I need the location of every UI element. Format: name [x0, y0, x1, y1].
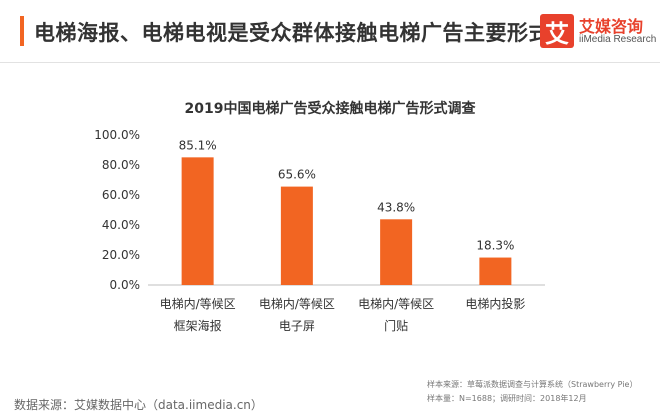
logo-subtitle: iiMedia Research [579, 34, 657, 45]
logo-name: 艾媒咨询 [579, 17, 644, 36]
sample-source: 样本来源：草莓派数据调查与计算系统（Strawberry Pie） [427, 380, 638, 389]
y-tick-label: 0.0% [110, 278, 141, 292]
bar [280, 186, 313, 285]
logo-mark-icon: 艾 [540, 14, 574, 48]
x-category-label: 电梯内/等候区 [358, 297, 434, 311]
y-tick-label: 20.0% [102, 248, 140, 262]
sample-size: 样本量：N=1688；调研时间：2018年12月 [427, 394, 587, 403]
data-source: 数据来源：艾媒数据中心（data.iimedia.cn） [14, 398, 263, 412]
x-category-label: 电子屏 [279, 319, 315, 333]
header: 电梯海报、电梯电视是受众群体接触电梯广告主要形式 艾 艾媒咨询 iiMedia … [0, 0, 660, 66]
bar [181, 157, 214, 285]
y-tick-label: 40.0% [102, 218, 140, 232]
sample-info: 样本来源：草莓派数据调查与计算系统（Strawberry Pie） 样本量：N=… [427, 378, 637, 406]
headline-accent-bar [20, 16, 24, 46]
header-divider [0, 62, 660, 63]
chart-title: 2019中国电梯广告受众接触电梯广告形式调查 [184, 101, 476, 117]
bar-value-label: 18.3% [476, 239, 514, 253]
x-category-label: 电梯内/等候区 [160, 297, 236, 311]
bar-value-label: 65.6% [278, 168, 316, 182]
headline: 电梯海报、电梯电视是受众群体接触电梯广告主要形式 [34, 21, 550, 45]
iimedia-logo: 艾 艾媒咨询 iiMedia Research [540, 14, 657, 52]
bar-value-label: 85.1% [179, 138, 217, 152]
x-category-label: 框架海报 [174, 318, 222, 333]
y-tick-label: 80.0% [102, 158, 140, 172]
y-tick-label: 60.0% [102, 188, 140, 202]
footer: 数据来源：艾媒数据中心（data.iimedia.cn） 样本来源：草莓派数据调… [0, 360, 660, 412]
bar-value-label: 43.8% [377, 200, 415, 214]
bar [380, 219, 413, 285]
x-category-label: 电梯内/等候区 [259, 297, 335, 311]
x-category-label: 电梯内投影 [465, 296, 525, 311]
x-category-label: 门贴 [384, 318, 408, 333]
y-tick-label: 100.0% [94, 128, 140, 142]
bar [479, 257, 512, 285]
